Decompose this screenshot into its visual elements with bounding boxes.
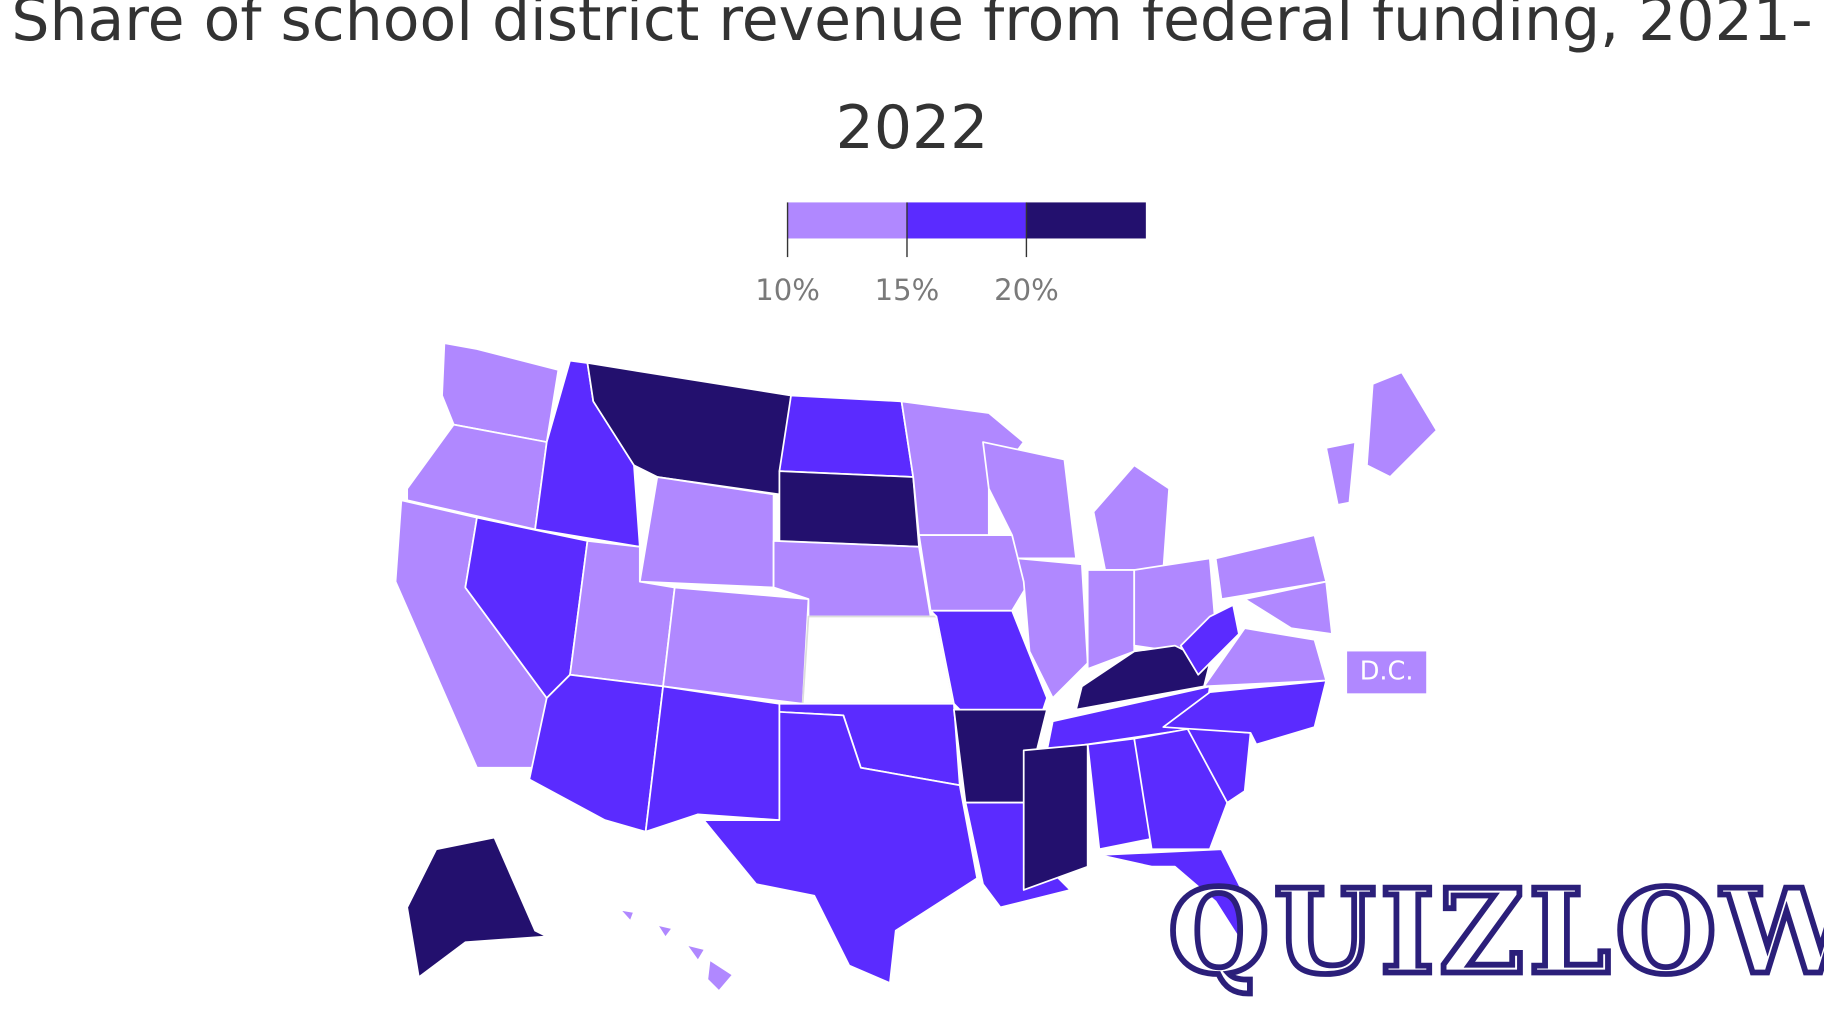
state xyxy=(662,586,810,705)
state xyxy=(1325,441,1357,506)
state xyxy=(644,685,781,833)
state xyxy=(528,673,664,833)
state xyxy=(1092,464,1170,571)
state xyxy=(1243,580,1333,635)
state xyxy=(918,534,1031,612)
state xyxy=(1098,848,1258,967)
state xyxy=(1022,743,1089,891)
state xyxy=(656,923,674,939)
state xyxy=(1086,569,1136,670)
states xyxy=(394,342,1438,993)
legend-swatch xyxy=(1026,202,1146,239)
state xyxy=(619,908,635,923)
state xyxy=(900,400,1025,536)
state xyxy=(1017,557,1089,699)
state xyxy=(1179,604,1240,676)
legend-tick-label: 20% xyxy=(994,273,1059,307)
state xyxy=(778,470,920,548)
state xyxy=(1366,371,1438,478)
legend-tick-label: 15% xyxy=(875,273,940,307)
state xyxy=(638,476,775,589)
state xyxy=(1162,679,1328,746)
dc-marker xyxy=(1347,651,1427,694)
map-area: D.C. QUIZLOW 10% 15% 20% xyxy=(394,202,1824,1003)
chart-title: Share of school district revenue from fe… xyxy=(11,0,1813,163)
state xyxy=(406,836,595,979)
state xyxy=(685,943,706,962)
state xyxy=(1203,627,1328,688)
watermark: QUIZLOW xyxy=(1168,864,1824,1000)
legend-swatch xyxy=(787,202,907,239)
legend-tick-label: 10% xyxy=(755,273,820,307)
state xyxy=(801,615,955,705)
legend-swatch xyxy=(906,202,1027,239)
dc-label: D.C. xyxy=(1360,656,1414,686)
state xyxy=(702,711,979,984)
state xyxy=(778,394,915,478)
state xyxy=(706,958,734,993)
